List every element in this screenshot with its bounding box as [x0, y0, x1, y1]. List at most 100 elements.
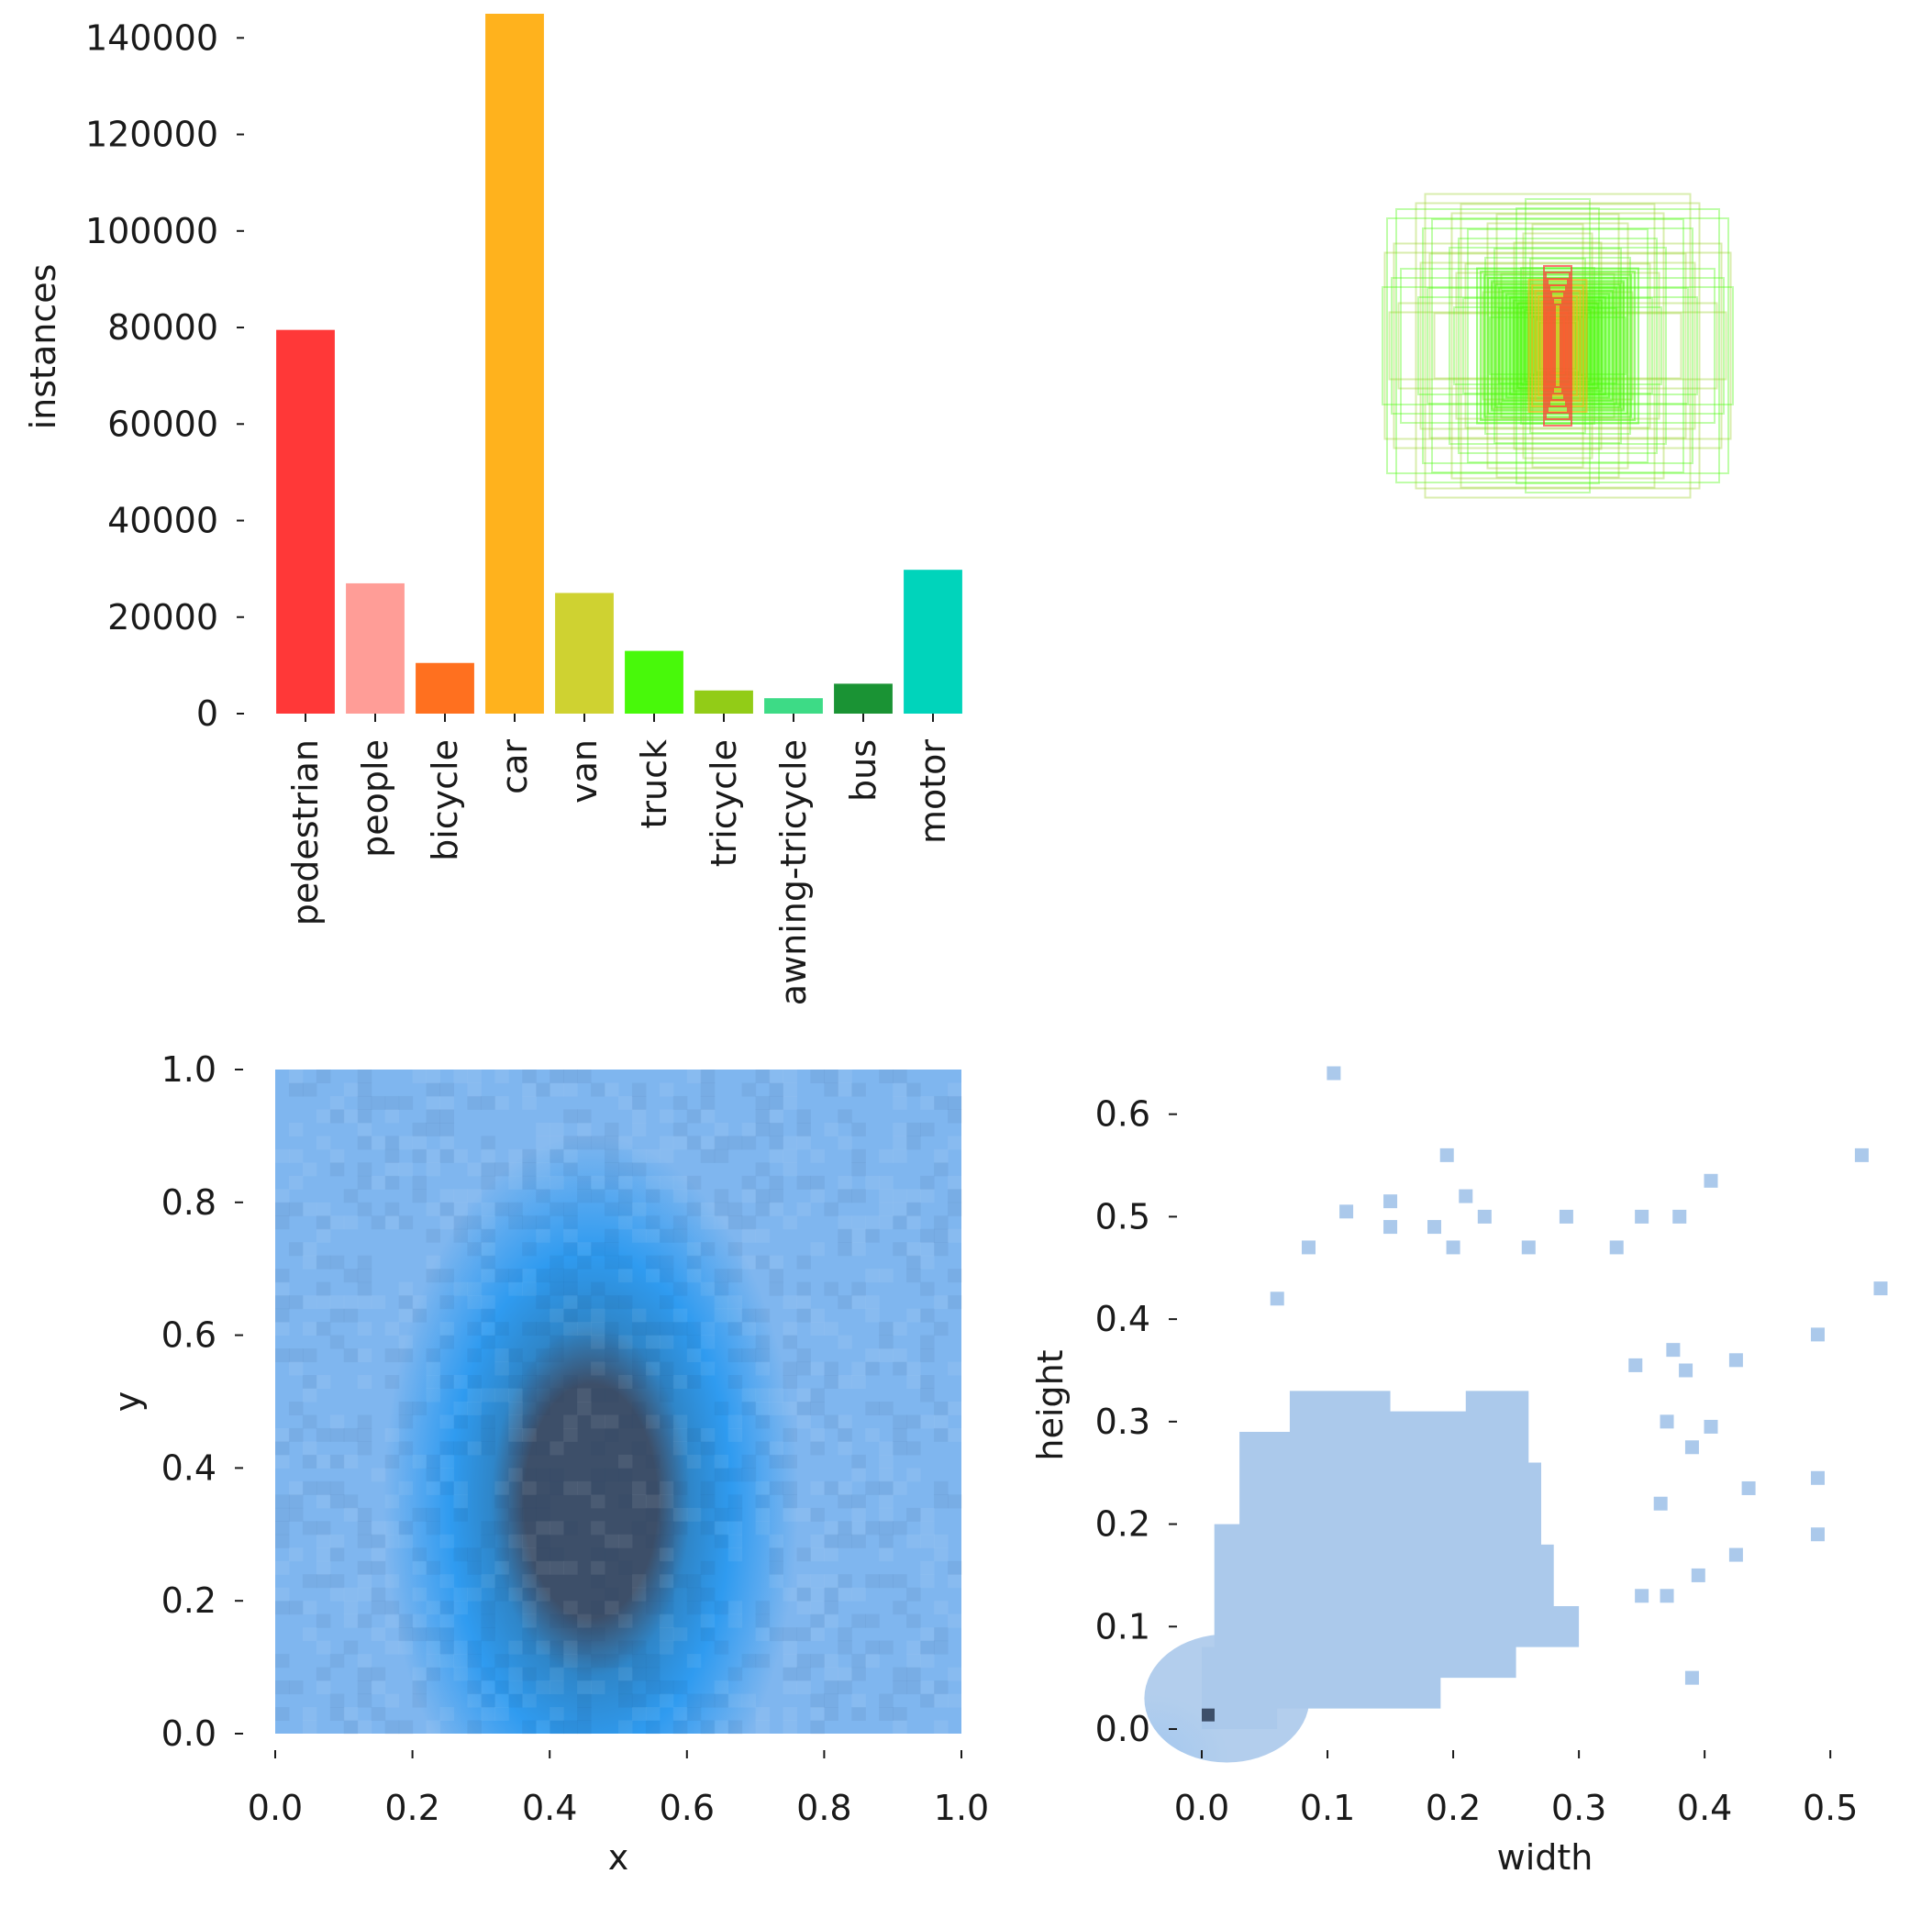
heatmap-cell — [343, 1601, 359, 1615]
heatmap-cell — [796, 1507, 811, 1522]
heatmap-cell — [453, 1667, 468, 1681]
heatmap-cell — [906, 1215, 921, 1230]
object-box — [1505, 293, 1610, 399]
heatmap-cell — [522, 1601, 537, 1615]
heatmap-cell — [796, 1587, 811, 1602]
heatmap-cell — [329, 1335, 345, 1349]
wh-outlier-cell — [1339, 1204, 1354, 1219]
heatmap-cell — [439, 1534, 454, 1548]
heatmap-cell — [769, 1269, 784, 1283]
heatmap-cell — [605, 1122, 619, 1136]
heatmap-cell — [577, 1070, 592, 1083]
heatmap-cell — [384, 1202, 400, 1216]
heatmap-cell — [508, 1427, 523, 1442]
heatmap-cell — [481, 1613, 495, 1628]
heatmap-cell — [672, 1175, 688, 1190]
heatmap-cell — [302, 1414, 317, 1429]
heatmap-cell — [838, 1175, 852, 1190]
heatmap-cell — [865, 1269, 880, 1283]
heatmap-cell — [591, 1281, 605, 1296]
heatmap-cell — [591, 1175, 605, 1190]
heatmap-cell — [645, 1601, 661, 1615]
heatmap-cell — [288, 1070, 304, 1083]
heatmap-cell — [686, 1348, 702, 1363]
wh-y-tick-label: 0.5 — [1095, 1196, 1150, 1236]
heatmap-cell — [550, 1547, 564, 1562]
heatmap-cell — [384, 1348, 400, 1363]
bar-van — [555, 593, 614, 714]
wh-x-axis-ticks: 0.0 0.1 0.2 0.3 0.4 0.5 — [1174, 1750, 1858, 1828]
heatmap-cell — [755, 1202, 771, 1216]
heatmap-cell — [879, 1454, 894, 1469]
heatmap-cell — [865, 1574, 880, 1589]
heatmap-cell — [783, 1654, 797, 1669]
heatmap-cell — [727, 1468, 743, 1482]
heatmap-cell — [343, 1427, 359, 1442]
heatmap-cell — [672, 1375, 688, 1390]
heatmap-cell — [536, 1162, 550, 1177]
heatmap-cell — [288, 1082, 304, 1097]
heatmap-cell — [522, 1361, 537, 1376]
object-box — [1531, 316, 1584, 376]
heatmap-cell — [906, 1122, 921, 1136]
heatmap-cell — [605, 1348, 619, 1363]
heatmap-cell — [659, 1574, 674, 1589]
heatmap-cell — [302, 1388, 317, 1403]
heatmap-cell — [522, 1534, 537, 1548]
heatmap-cell — [563, 1228, 578, 1243]
heatmap-cell — [371, 1680, 386, 1695]
heatmap-cell — [783, 1680, 797, 1695]
heatmap-cell — [727, 1269, 743, 1283]
heatmap-cell — [481, 1693, 495, 1708]
heatmap-cell — [605, 1547, 619, 1562]
heatmap-cell — [714, 1468, 729, 1482]
heatmap-cell — [810, 1242, 825, 1257]
heatmap-cell — [563, 1601, 578, 1615]
heatmap-cell — [591, 1361, 605, 1376]
heatmap-cell — [481, 1322, 495, 1336]
heatmap-cell — [605, 1388, 619, 1403]
heatmap-cell — [824, 1521, 838, 1536]
bar-x-tick-label: bicycle — [425, 739, 465, 861]
xy-x-tick-label: 0.2 — [384, 1788, 439, 1828]
heatmap-cell — [851, 1667, 866, 1681]
heatmap-cell — [275, 1427, 290, 1442]
heatmap-cell — [357, 1574, 372, 1589]
heatmap-cell — [302, 1574, 317, 1589]
heatmap-cell — [467, 1693, 482, 1708]
heatmap-cell — [605, 1587, 619, 1602]
object-box — [1522, 232, 1593, 460]
heatmap-cell — [398, 1136, 414, 1150]
heatmap-cell — [769, 1627, 784, 1642]
heatmap-cell — [741, 1308, 757, 1323]
heatmap-cell — [727, 1427, 743, 1442]
heatmap-cell — [686, 1601, 702, 1615]
heatmap-cell — [893, 1095, 907, 1110]
heatmap-cell — [824, 1654, 838, 1669]
heatmap-cell — [920, 1388, 935, 1403]
heatmap-cell — [453, 1402, 468, 1415]
heatmap-cell — [838, 1189, 852, 1203]
heatmap-cell — [714, 1521, 729, 1536]
heatmap-cell — [357, 1427, 372, 1442]
heatmap-cell — [741, 1175, 757, 1190]
heatmap-cell — [550, 1521, 564, 1536]
heatmap-cell — [948, 1175, 962, 1190]
heatmap-cell — [769, 1534, 784, 1548]
heatmap-cell — [672, 1122, 688, 1136]
heatmap-cell — [659, 1136, 674, 1150]
heatmap-cell — [631, 1361, 647, 1376]
heatmap-cell — [316, 1427, 331, 1442]
heatmap-cell — [948, 1082, 962, 1097]
heatmap-cell — [906, 1189, 921, 1203]
heatmap-cell — [659, 1587, 674, 1602]
heatmap-cell — [879, 1521, 894, 1536]
heatmap-cell — [426, 1162, 441, 1177]
heatmap-cell — [906, 1361, 921, 1376]
heatmap-cell — [920, 1308, 935, 1323]
heatmap-cell — [714, 1202, 729, 1216]
heatmap-cell — [700, 1494, 716, 1509]
heatmap-cell — [550, 1335, 564, 1349]
heatmap-cell — [316, 1547, 331, 1562]
heatmap-cell — [467, 1215, 482, 1230]
